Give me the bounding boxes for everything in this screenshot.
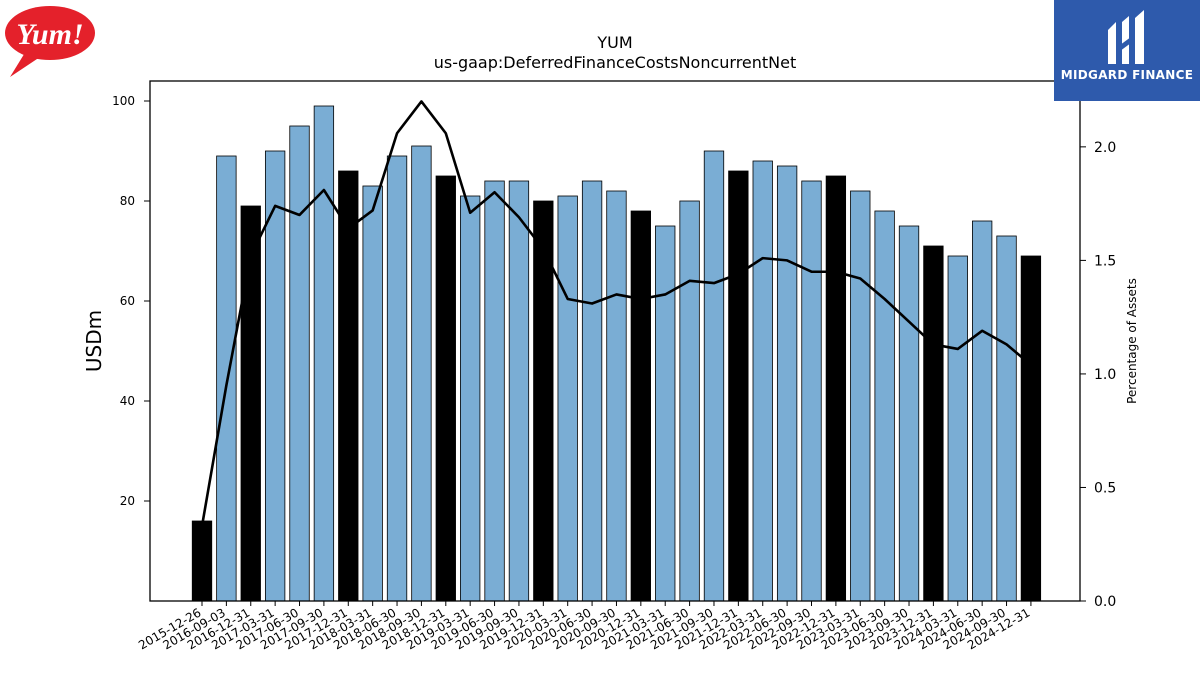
bar — [898, 225, 920, 602]
bar — [825, 175, 847, 602]
bar — [801, 180, 822, 602]
y2-axis-label: Percentage of Assets — [1125, 278, 1139, 404]
bar — [996, 235, 1017, 602]
bar — [728, 170, 749, 602]
bar — [338, 170, 359, 602]
bar — [191, 520, 213, 602]
bar — [508, 180, 530, 602]
bar — [411, 145, 432, 602]
midgard-emblem-icon — [1108, 10, 1144, 64]
bar — [581, 180, 603, 602]
left-axis: 20 40 60 80 100 — [112, 94, 150, 508]
bar — [947, 255, 968, 602]
midgard-finance-logo: MIDGARD FINANCE — [1054, 0, 1200, 101]
bar — [289, 125, 310, 602]
bar — [386, 155, 408, 602]
y2-tick-label: 2.0 — [1094, 140, 1116, 156]
y2-tick-label: 0.0 — [1094, 594, 1116, 610]
y2-tick-label: 1.5 — [1094, 253, 1116, 269]
y2-tick-label: 0.5 — [1094, 480, 1116, 496]
series-line — [200, 100, 1032, 527]
bar — [362, 185, 383, 602]
bar — [655, 225, 676, 602]
chart-title: YUM — [596, 33, 632, 52]
bar — [460, 195, 481, 602]
y-tick-label: 20 — [120, 494, 135, 508]
bars-layer — [191, 105, 1042, 602]
x-axis: 2015-12-262016-09-032016-12-312017-03-31… — [136, 601, 1032, 652]
bar — [1020, 255, 1042, 602]
bar — [630, 210, 651, 602]
y-tick-label: 100 — [112, 94, 135, 108]
bar — [850, 190, 871, 602]
bar — [874, 210, 895, 602]
right-axis: 0.0 0.5 1.0 1.5 2.0 — [1080, 140, 1116, 610]
bar — [435, 175, 456, 602]
bar — [923, 245, 944, 602]
bar — [606, 190, 627, 602]
bar — [752, 160, 773, 602]
bar — [484, 180, 505, 602]
midgard-logo-text: MIDGARD FINANCE — [1060, 68, 1194, 82]
chart-subtitle: us-gaap:DeferredFinanceCostsNoncurrentNe… — [434, 53, 797, 72]
line-layer — [200, 100, 1032, 527]
y-tick-label: 40 — [120, 394, 135, 408]
bar — [679, 200, 700, 602]
y-axis-label: USDm — [82, 310, 106, 372]
bar — [313, 105, 335, 602]
bar — [972, 220, 993, 602]
y-tick-label: 60 — [120, 294, 135, 308]
yum-logo-text: Yum! — [16, 18, 83, 51]
yum-logo: Yum! — [4, 3, 96, 79]
bar — [557, 195, 578, 602]
y-tick-label: 80 — [120, 194, 135, 208]
y2-tick-label: 1.0 — [1094, 367, 1116, 383]
plot-frame — [149, 80, 1081, 602]
bar — [240, 205, 261, 602]
bar — [703, 150, 725, 602]
bar — [776, 165, 798, 602]
